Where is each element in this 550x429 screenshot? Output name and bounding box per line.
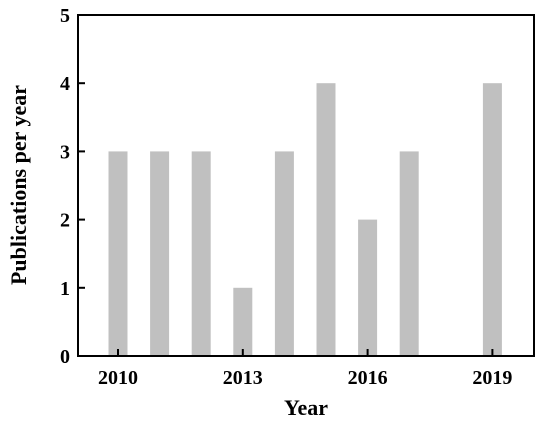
plot-area-frame [77, 14, 535, 357]
bar-2016 [358, 219, 378, 356]
y-axis: 0 1 2 3 4 5 [60, 5, 85, 368]
y-tick-label: 4 [60, 73, 70, 95]
bar-2011 [150, 151, 170, 356]
x-axis: 2010 2013 2016 2019 [98, 349, 512, 389]
y-tick-label: 3 [60, 141, 70, 163]
bar-2010 [108, 151, 128, 356]
bar-series [108, 83, 502, 356]
x-tick-label: 2016 [348, 367, 388, 389]
bar-2015 [316, 83, 336, 356]
x-tick-label: 2010 [98, 367, 138, 389]
y-tick-label: 5 [60, 5, 70, 27]
y-axis-title: Publications per year [6, 85, 31, 285]
y-tick-label: 2 [60, 210, 70, 232]
y-tick-label: 1 [60, 278, 70, 300]
bar-2019 [482, 83, 502, 356]
bar-2012 [191, 151, 211, 356]
y-tick-label: 0 [60, 346, 70, 368]
bar-2013 [233, 287, 253, 356]
x-tick-label: 2013 [223, 367, 263, 389]
x-tick-label: 2019 [472, 367, 512, 389]
bar-2017 [399, 151, 419, 356]
x-axis-title: Year [284, 395, 328, 420]
bar-2014 [274, 151, 294, 356]
